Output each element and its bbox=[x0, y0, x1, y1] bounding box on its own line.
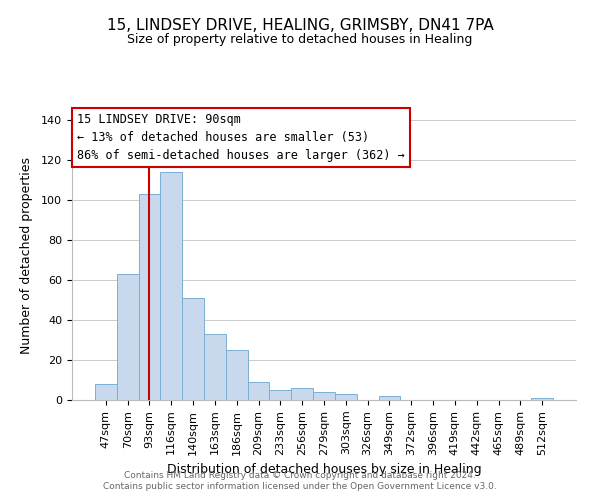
Bar bbox=[379, 396, 400, 400]
Bar bbox=[291, 388, 313, 400]
Text: Contains public sector information licensed under the Open Government Licence v3: Contains public sector information licen… bbox=[103, 482, 497, 491]
Bar bbox=[117, 274, 139, 400]
Bar bbox=[204, 334, 226, 400]
Y-axis label: Number of detached properties: Number of detached properties bbox=[20, 156, 33, 354]
Bar bbox=[226, 350, 248, 400]
Bar bbox=[160, 172, 182, 400]
Bar bbox=[139, 194, 160, 400]
Bar bbox=[335, 394, 357, 400]
Bar bbox=[182, 298, 204, 400]
Bar bbox=[95, 384, 117, 400]
Text: Size of property relative to detached houses in Healing: Size of property relative to detached ho… bbox=[127, 32, 473, 46]
Bar bbox=[248, 382, 269, 400]
Bar bbox=[269, 390, 291, 400]
Bar bbox=[313, 392, 335, 400]
Text: Contains HM Land Registry data © Crown copyright and database right 2024.: Contains HM Land Registry data © Crown c… bbox=[124, 471, 476, 480]
Text: 15 LINDSEY DRIVE: 90sqm
← 13% of detached houses are smaller (53)
86% of semi-de: 15 LINDSEY DRIVE: 90sqm ← 13% of detache… bbox=[77, 113, 405, 162]
Bar bbox=[531, 398, 553, 400]
X-axis label: Distribution of detached houses by size in Healing: Distribution of detached houses by size … bbox=[167, 463, 481, 476]
Text: 15, LINDSEY DRIVE, HEALING, GRIMSBY, DN41 7PA: 15, LINDSEY DRIVE, HEALING, GRIMSBY, DN4… bbox=[107, 18, 493, 32]
